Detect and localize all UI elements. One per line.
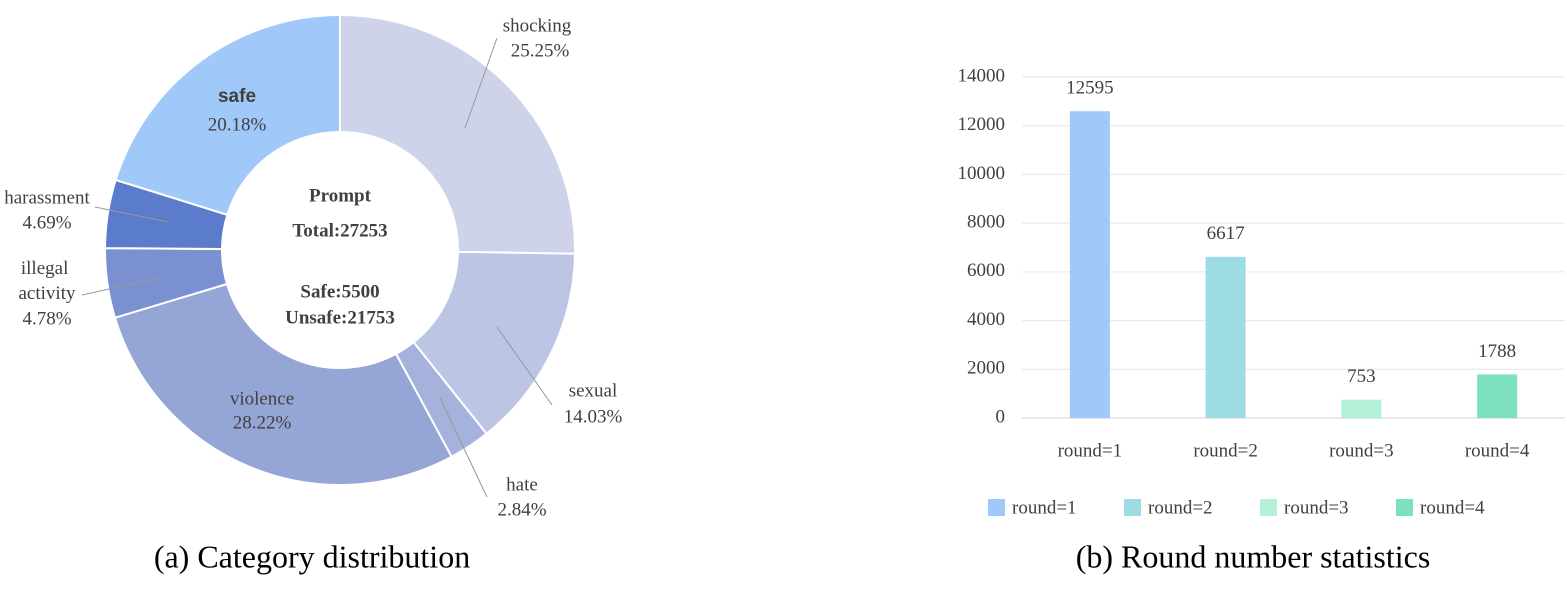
donut-slice [412,250,576,436]
legend-swatch [1124,499,1141,516]
value-label: 12595 [1066,78,1114,99]
bar [1477,374,1518,418]
y-tick-label: 14000 [958,65,1006,86]
y-tick-label: 4000 [967,309,1005,330]
slice-value-label: 14.03% [564,406,623,427]
center-text: Prompt [309,185,372,206]
center-text: Total:27253 [292,220,387,241]
slice-value-label: 4.78% [22,308,71,329]
x-tick-label: round=2 [1193,440,1258,461]
center-text: Safe:5500 [300,281,379,302]
legend-swatch [1260,499,1277,516]
x-tick-label: round=3 [1329,440,1394,461]
y-tick-label: 0 [996,406,1006,427]
leader-line [439,397,488,498]
caption: (b) Round number statistics [1076,538,1431,574]
slice-label: hate [506,474,538,495]
value-label: 753 [1347,366,1376,387]
leader-line [81,275,169,296]
donut-slice [339,13,576,255]
x-tick-label: round=1 [1058,440,1123,461]
slice-value-label: 20.18% [208,114,267,135]
slice-label: safe [218,86,256,107]
slice-label: violence [230,388,294,409]
bar [1205,256,1246,418]
legend-label: round=3 [1284,497,1349,518]
slice-value-label: 4.69% [22,212,71,233]
slice-label: harassment [4,187,90,208]
x-tick-label: round=4 [1465,440,1530,461]
caption: (a) Category distribution [154,538,470,574]
leader-line [464,37,498,129]
value-label: 6617 [1207,223,1245,244]
y-tick-label: 2000 [967,358,1005,379]
donut-slice [114,13,341,217]
value-label: 1788 [1478,341,1516,362]
slice-value-label: 25.25% [511,40,570,61]
leader-line [94,206,169,223]
bar [1341,399,1382,418]
center-text: Unsafe:21753 [285,307,395,328]
y-tick-label: 10000 [958,163,1006,184]
legend-label: round=4 [1420,497,1485,518]
leader-line [496,326,553,406]
bar [1069,111,1110,418]
donut-slice [113,282,453,486]
legend-swatch [988,499,1005,516]
slice-label: shocking [503,15,572,36]
y-tick-label: 12000 [958,114,1006,135]
slice-label: illegal activity [19,258,76,304]
slice-value-label: 2.84% [497,499,546,520]
legend-label: round=1 [1012,497,1077,518]
legend-swatch [1396,499,1413,516]
legend-label: round=2 [1148,497,1213,518]
slice-value-label: 28.22% [233,412,292,433]
slice-label: sexual [569,380,618,401]
y-tick-label: 8000 [967,212,1005,233]
y-tick-label: 6000 [967,260,1005,281]
